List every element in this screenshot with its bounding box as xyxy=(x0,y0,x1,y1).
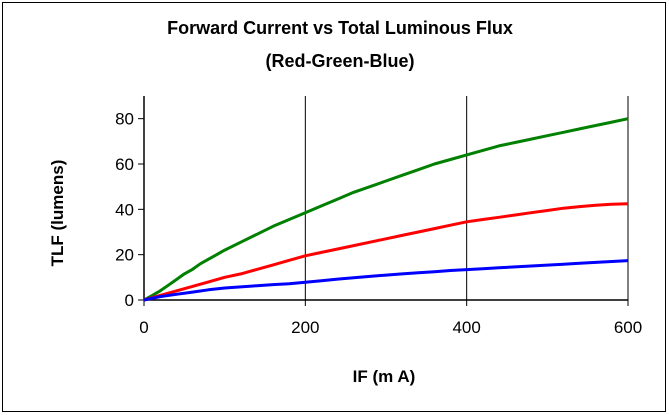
green-series-line xyxy=(143,117,629,302)
y-tick-label: 0 xyxy=(125,291,134,310)
gridlines xyxy=(304,96,629,300)
x-tick-label: 400 xyxy=(452,318,480,337)
axes xyxy=(138,96,629,306)
blue-series-line xyxy=(143,259,629,302)
chart-subtitle: (Red-Green-Blue) xyxy=(265,51,414,71)
y-tick-label: 20 xyxy=(115,246,134,265)
y-tick-label: 40 xyxy=(115,200,134,219)
x-axis-label: IF (m A) xyxy=(353,367,416,386)
red-series-line xyxy=(143,202,629,302)
x-tick-label: 200 xyxy=(291,318,319,337)
series-group xyxy=(143,117,629,302)
x-tick-label: 600 xyxy=(614,318,642,337)
y-tick-label: 60 xyxy=(115,155,134,174)
chart-title: Forward Current vs Total Luminous Flux xyxy=(167,18,513,38)
y-axis-label: TLF (lumens) xyxy=(48,160,67,267)
tick-labels: 0 20 40 60 80 0 200 400 600 xyxy=(115,110,642,337)
x-tick-label: 0 xyxy=(139,318,148,337)
y-tick-label: 80 xyxy=(115,110,134,129)
